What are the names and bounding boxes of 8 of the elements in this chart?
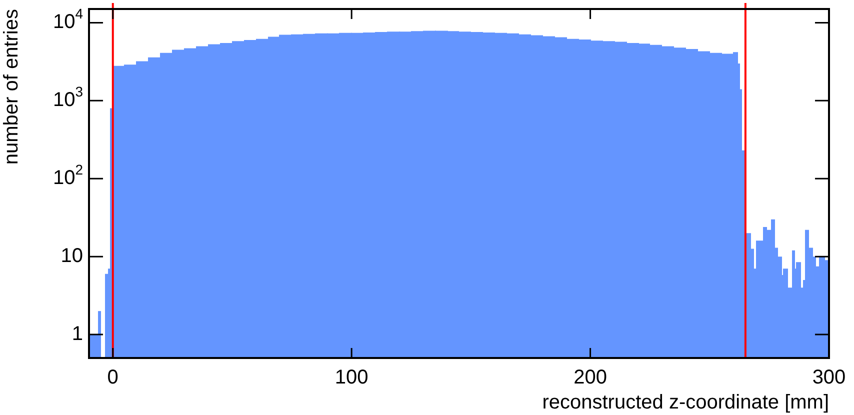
x-tick-label: 0 [107,366,118,389]
y-tick-label: 10 [60,245,84,268]
x-axis-title: reconstructed z-coordinate [mm] [542,392,829,414]
x-tick-label: 200 [574,366,607,389]
y-axis-title: number of entries [0,9,23,165]
x-tick-label: 300 [812,366,846,389]
x-tick-label: 100 [334,366,368,389]
y-tick-label: 1 [72,323,83,346]
